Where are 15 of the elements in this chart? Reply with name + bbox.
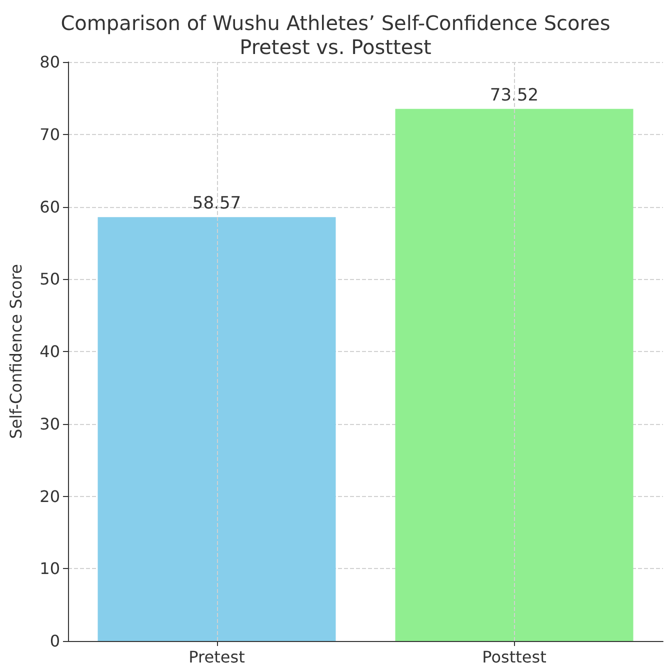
y-tick-label: 20	[40, 486, 60, 506]
x-tick-label: Pretest	[188, 648, 245, 666]
data-label: 73.52	[490, 85, 539, 106]
y-tick-label: 0	[50, 632, 60, 650]
y-tick-label: 30	[40, 414, 60, 434]
y-tick-label: 50	[40, 270, 60, 289]
x-tick-label: Posttest	[482, 648, 546, 666]
y-tick-label: 40	[40, 342, 60, 361]
y-tick-label: 10	[40, 559, 60, 578]
y-axis-title: Self-Confidence Score	[6, 264, 26, 439]
chart-title: Comparison of Wushu Athletes’ Self-Confidence Scores Pretest vs. Posttest	[60, 11, 610, 59]
y-tick-label: 80	[40, 52, 60, 72]
y-tick-label: 60	[40, 197, 60, 216]
data-label: 58.57	[192, 194, 242, 214]
y-tick-label: 70	[40, 124, 60, 144]
